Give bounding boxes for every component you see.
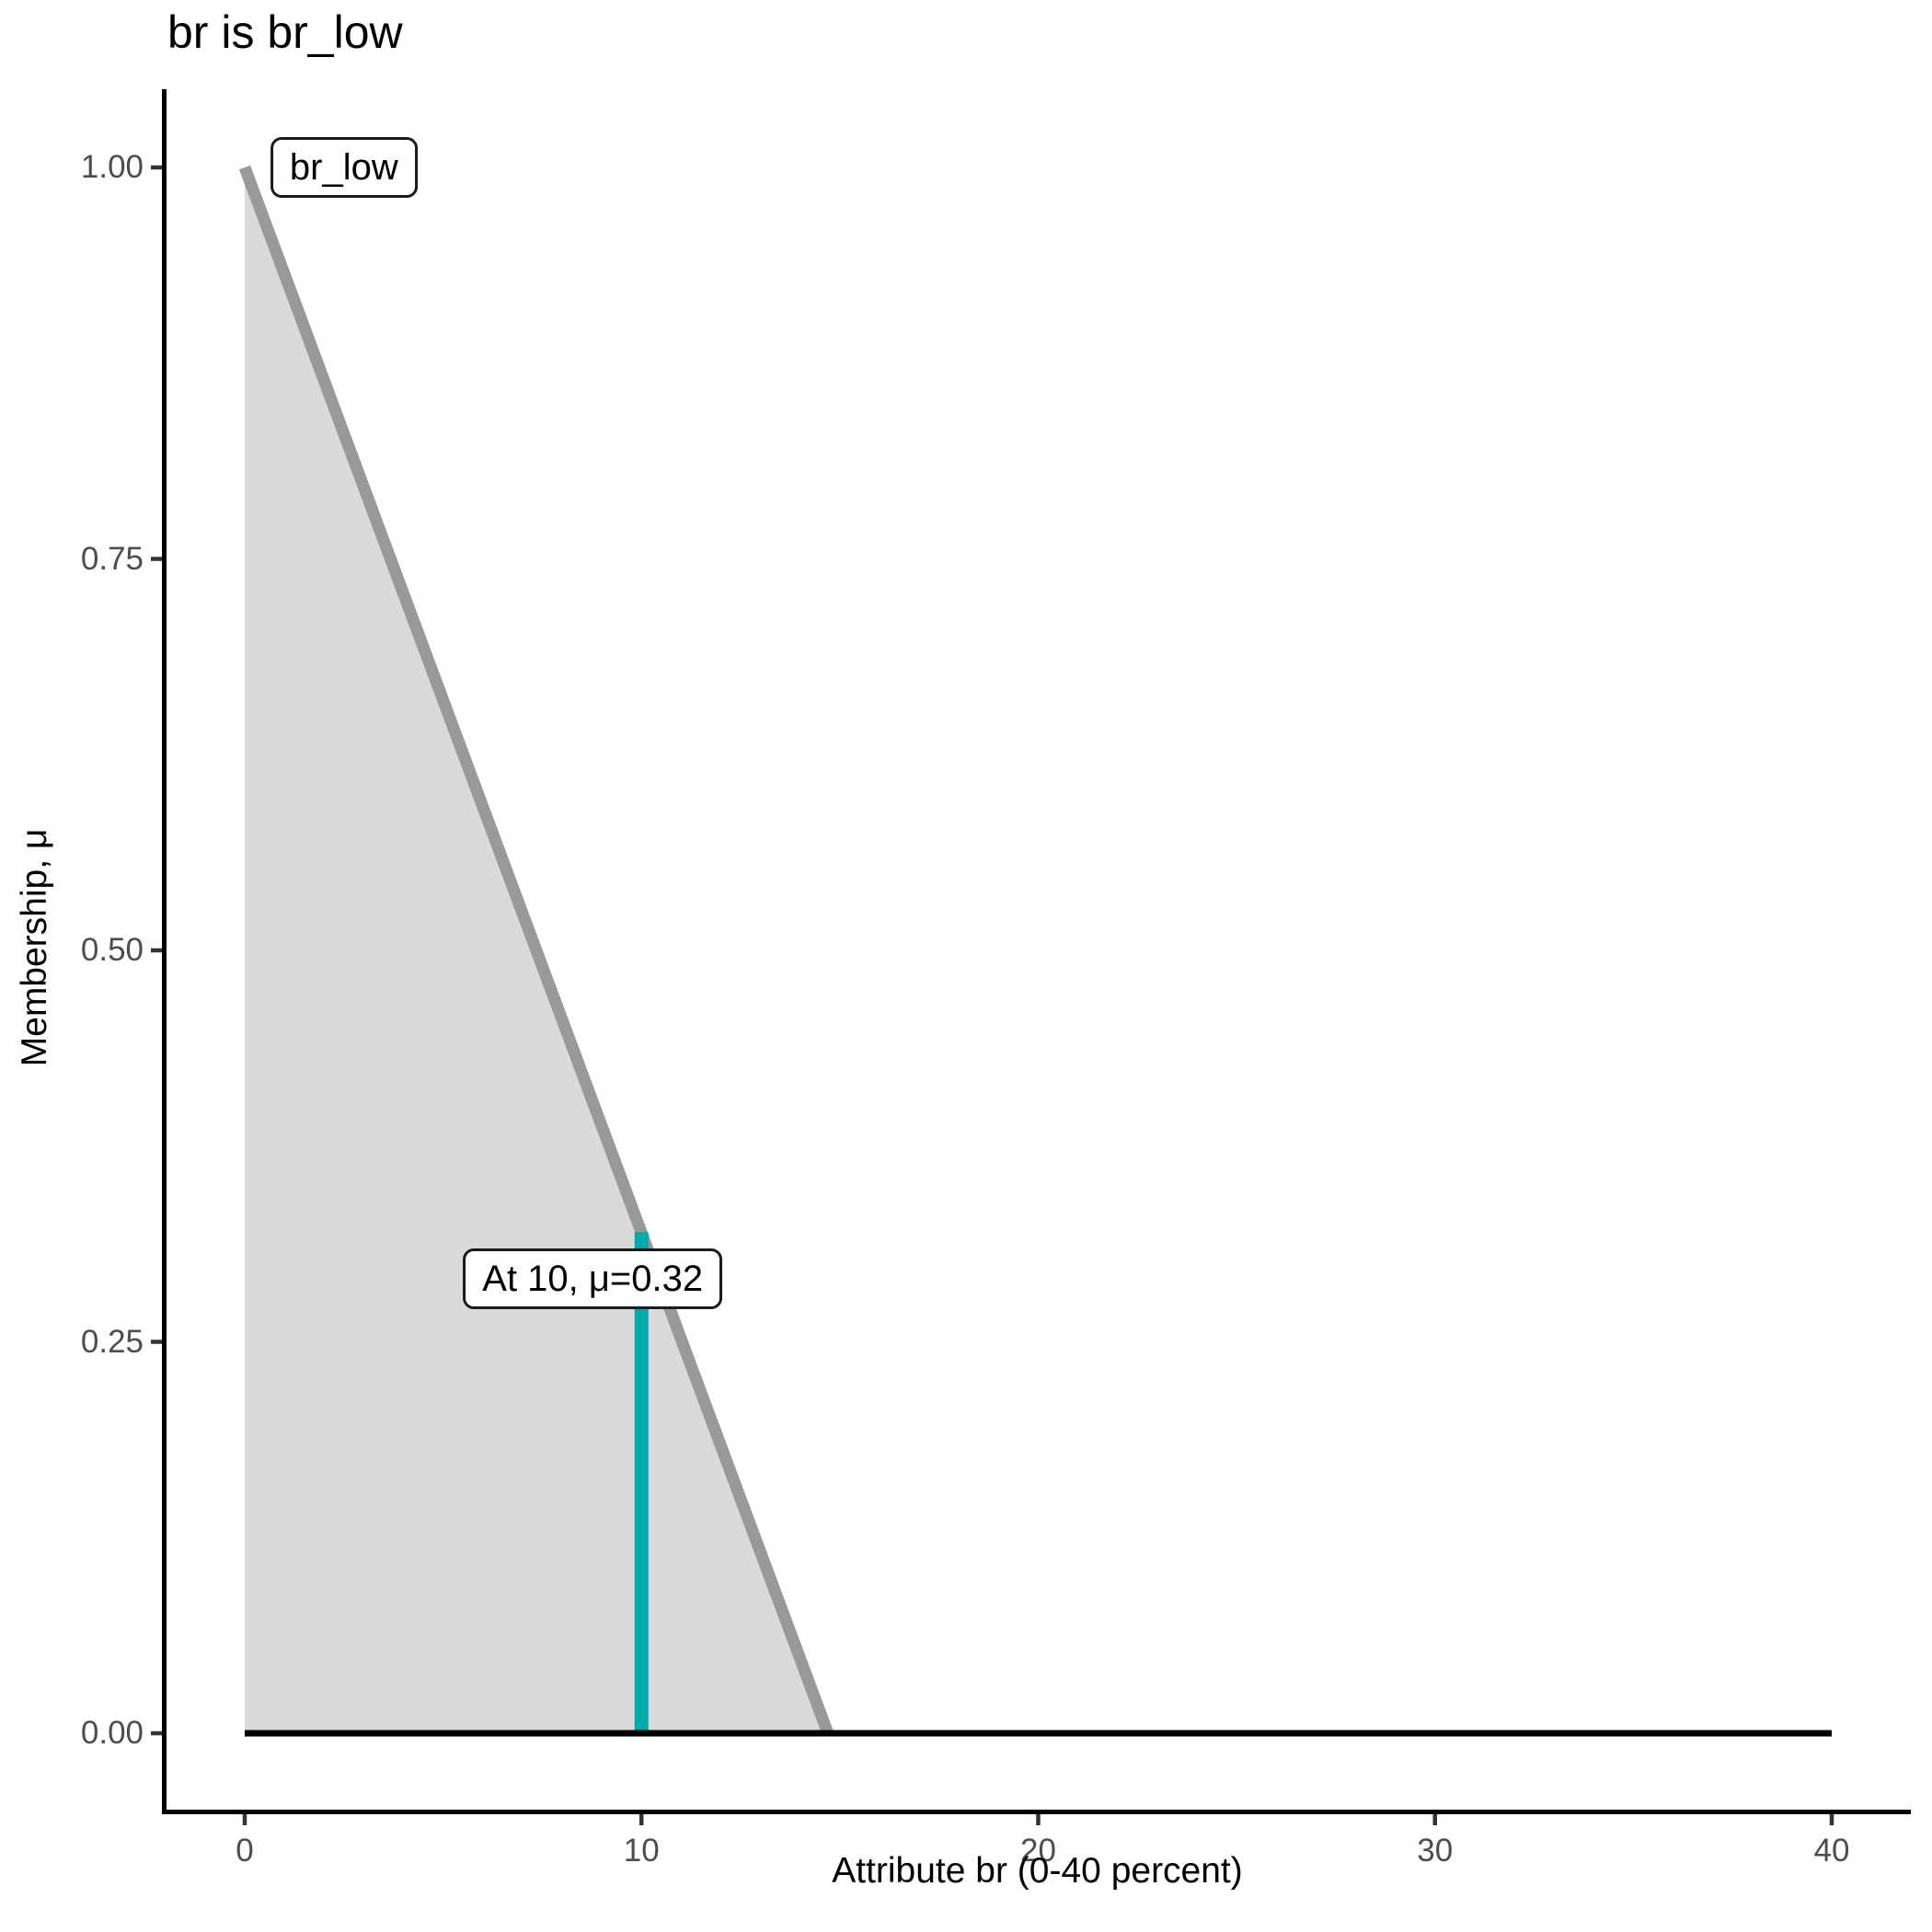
- chart-title: br is br_low: [167, 6, 403, 58]
- x-tick-label: 30: [1417, 1832, 1454, 1869]
- y-axis-title: Membership, μ: [15, 828, 54, 1067]
- y-tick-label: 0.75: [80, 540, 144, 577]
- set-label: br_low: [270, 137, 418, 198]
- y-tick-label: 0.00: [80, 1715, 144, 1751]
- x-tick-label: 40: [1813, 1832, 1850, 1869]
- y-tick-label: 1.00: [80, 149, 144, 185]
- y-tick-label: 0.50: [80, 932, 144, 968]
- br_low-membership-function: [238, 165, 834, 1736]
- y-tick-label: 0.25: [80, 1323, 144, 1360]
- x-tick-label: 20: [1020, 1832, 1056, 1869]
- evaluation-label: At 10, μ=0.32: [463, 1248, 723, 1310]
- x-tick-label: 10: [623, 1832, 660, 1869]
- x-tick-label: 0: [236, 1832, 254, 1869]
- x-axis-title: Attribute br (0-40 percent): [832, 1851, 1243, 1891]
